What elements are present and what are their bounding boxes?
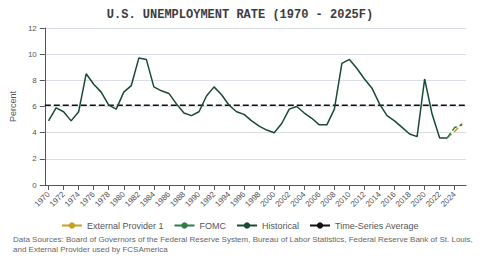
svg-text:1972: 1972	[48, 189, 67, 208]
svg-text:2024: 2024	[439, 189, 458, 208]
svg-text:Historical: Historical	[262, 221, 299, 231]
svg-text:2018: 2018	[394, 189, 413, 208]
svg-text:1984: 1984	[138, 189, 157, 208]
svg-text:1978: 1978	[93, 189, 112, 208]
svg-text:10: 10	[28, 50, 37, 59]
svg-text:2012: 2012	[349, 189, 368, 208]
svg-text:External Provider 1: External Provider 1	[87, 221, 164, 231]
svg-text:FOMC: FOMC	[200, 221, 227, 231]
svg-text:8: 8	[32, 76, 37, 85]
svg-text:2006: 2006	[304, 189, 323, 208]
svg-text:2014: 2014	[364, 189, 383, 208]
svg-text:2020: 2020	[409, 189, 428, 208]
svg-text:Time-Series Average: Time-Series Average	[335, 221, 419, 231]
svg-text:0: 0	[32, 181, 37, 190]
svg-text:and External Provider used by: and External Provider used by FCSAmerica	[13, 245, 168, 254]
svg-text:1992: 1992	[198, 189, 217, 208]
svg-text:1996: 1996	[228, 189, 247, 208]
svg-text:1994: 1994	[213, 189, 232, 208]
svg-text:1986: 1986	[153, 189, 172, 208]
svg-text:1974: 1974	[63, 189, 82, 208]
svg-text:1980: 1980	[108, 189, 127, 208]
svg-text:Data Sources: Board of Governo: Data Sources: Board of Governors of the …	[13, 235, 475, 244]
svg-text:2010: 2010	[334, 189, 353, 208]
svg-text:2008: 2008	[319, 189, 338, 208]
svg-text:2002: 2002	[274, 189, 293, 208]
svg-text:Percent: Percent	[8, 90, 18, 122]
svg-text:2000: 2000	[258, 189, 277, 208]
svg-text:1976: 1976	[78, 189, 97, 208]
svg-text:2016: 2016	[379, 189, 398, 208]
svg-text:4: 4	[32, 128, 37, 137]
svg-text:1990: 1990	[183, 189, 202, 208]
svg-text:1998: 1998	[243, 189, 262, 208]
svg-text:1988: 1988	[168, 189, 187, 208]
svg-text:U.S. UNEMPLOYMENT RATE (1970 -: U.S. UNEMPLOYMENT RATE (1970 - 2025F)	[107, 8, 373, 22]
svg-text:2: 2	[32, 154, 37, 163]
svg-text:1970: 1970	[33, 189, 52, 208]
svg-text:2022: 2022	[424, 189, 443, 208]
svg-text:6: 6	[32, 102, 37, 111]
svg-text:2004: 2004	[289, 189, 308, 208]
svg-text:12: 12	[28, 24, 37, 33]
svg-text:1982: 1982	[123, 189, 142, 208]
